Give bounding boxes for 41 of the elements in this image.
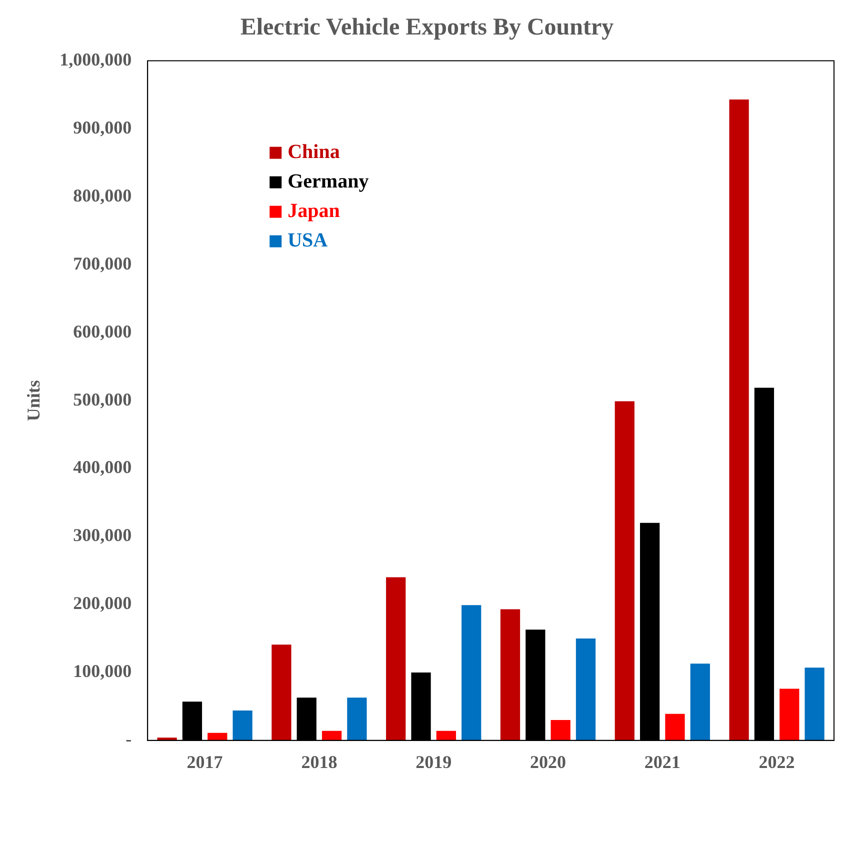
bar xyxy=(690,664,710,740)
legend-label: China xyxy=(288,140,340,163)
bar xyxy=(208,732,228,740)
y-tick-label: 800,000 xyxy=(73,185,132,206)
bar xyxy=(550,720,570,740)
bar xyxy=(780,688,800,740)
legend-label: Japan xyxy=(288,200,340,222)
x-tick-label: 2019 xyxy=(416,752,452,772)
x-tick-label: 2022 xyxy=(758,752,795,772)
x-tick-label: 2017 xyxy=(186,752,223,772)
bar xyxy=(232,710,252,740)
bar xyxy=(272,644,292,740)
y-tick-label: 400,000 xyxy=(73,457,132,478)
x-tick-label: 2021 xyxy=(644,752,680,772)
y-tick-label: 300,000 xyxy=(73,525,132,546)
x-tick-label: 2018 xyxy=(301,752,338,772)
bar xyxy=(322,730,342,740)
y-tick-label: 900,000 xyxy=(73,117,132,138)
y-tick-label: - xyxy=(126,729,132,750)
bar xyxy=(462,605,482,740)
bar xyxy=(804,668,824,740)
y-tick-label: 700,000 xyxy=(73,253,132,274)
y-tick-label: 1,000,000 xyxy=(60,49,132,70)
bar xyxy=(436,730,456,740)
x-tick-label: 2020 xyxy=(530,752,566,772)
bar xyxy=(386,577,406,740)
bar xyxy=(500,609,520,740)
chart-title: Electric Vehicle Exports By Country xyxy=(240,14,614,41)
y-tick-label: 100,000 xyxy=(73,661,132,682)
y-tick-label: 600,000 xyxy=(73,321,132,342)
y-tick-label: 200,000 xyxy=(73,593,132,614)
bar xyxy=(614,401,634,740)
bar xyxy=(665,714,685,740)
y-axis-title: Units xyxy=(23,380,44,422)
bar xyxy=(157,738,177,740)
legend-label: Germany xyxy=(288,170,369,192)
legend-label: USA xyxy=(288,229,328,252)
bar xyxy=(347,698,367,740)
bar xyxy=(576,638,596,740)
y-tick-label: 500,000 xyxy=(73,389,132,410)
bar xyxy=(729,100,749,740)
